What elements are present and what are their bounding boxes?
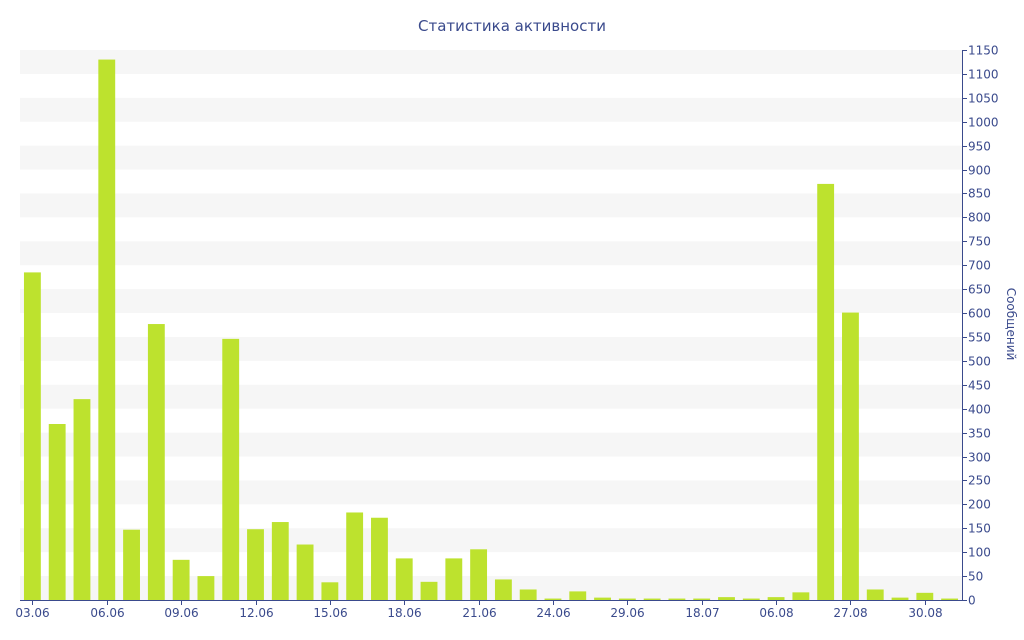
bar[interactable] <box>420 581 438 600</box>
bar[interactable] <box>147 324 165 600</box>
bar[interactable] <box>693 598 711 600</box>
bar[interactable] <box>445 558 463 600</box>
y-tick-label: 950 <box>968 140 991 154</box>
y-tick-label: 250 <box>968 474 991 488</box>
y-tick-label: 800 <box>968 211 991 225</box>
bar[interactable] <box>842 312 859 600</box>
bar[interactable] <box>271 522 289 600</box>
x-tick-label: 27.08 <box>833 606 867 620</box>
y-tick-label: 350 <box>968 427 991 441</box>
bar[interactable] <box>371 517 388 600</box>
bar[interactable] <box>891 597 909 600</box>
bar[interactable] <box>643 598 661 600</box>
bar[interactable] <box>817 183 835 601</box>
y-tick-label: 1050 <box>968 92 999 106</box>
bar[interactable] <box>569 591 587 600</box>
bar[interactable] <box>222 338 240 600</box>
x-tick-label: 15.06 <box>313 606 347 620</box>
bar[interactable] <box>544 598 562 600</box>
x-tick-label: 09.06 <box>164 606 198 620</box>
grid-band <box>20 336 962 361</box>
y-tick-label: 1000 <box>968 116 999 130</box>
bar[interactable] <box>594 597 611 600</box>
x-tick-label: 29.06 <box>610 606 644 620</box>
bar[interactable] <box>296 544 314 600</box>
grid-band <box>20 97 962 122</box>
y-axis-title: Сообщений <box>1004 288 1018 361</box>
bar[interactable] <box>98 59 116 601</box>
bar[interactable] <box>519 589 537 600</box>
bar[interactable] <box>172 559 190 600</box>
x-tick-label: 30.08 <box>908 606 942 620</box>
y-tick-label: 650 <box>968 283 991 297</box>
bar[interactable] <box>941 598 959 600</box>
bar[interactable] <box>767 597 785 600</box>
y-tick-label: 900 <box>968 164 991 178</box>
bar[interactable] <box>668 598 686 600</box>
x-tick-label: 03.06 <box>15 606 49 620</box>
y-tick-label: 400 <box>968 403 991 417</box>
y-tick-label: 550 <box>968 331 991 345</box>
bar[interactable] <box>247 529 264 600</box>
grid-band <box>20 145 962 170</box>
x-tick-label: 24.06 <box>536 606 570 620</box>
grid-band <box>20 193 962 218</box>
y-tick-label: 50 <box>968 570 983 584</box>
bar[interactable] <box>718 597 735 600</box>
x-ticks-group: 03.06 06.06 09.06 12.06 15.06 18.06 21.06 24.06… <box>15 600 943 620</box>
grid-band <box>20 241 962 266</box>
bar[interactable] <box>321 582 339 600</box>
y-tick-label: 1100 <box>968 68 999 82</box>
y-tick-label: 300 <box>968 451 991 465</box>
x-tick-label: 06.06 <box>90 606 124 620</box>
bars-group <box>23 59 959 601</box>
y-tick-label: 200 <box>968 498 991 512</box>
y-tick-label: 1150 <box>968 44 999 58</box>
bar[interactable] <box>792 592 810 600</box>
bar[interactable] <box>123 529 140 600</box>
bar[interactable] <box>197 576 215 600</box>
bar[interactable] <box>73 399 91 600</box>
bar[interactable] <box>23 272 41 600</box>
bar[interactable] <box>395 558 413 600</box>
y-tick-label: 750 <box>968 235 991 249</box>
grid-band <box>20 50 962 74</box>
bar[interactable] <box>494 579 512 600</box>
x-tick-label: 21.06 <box>462 606 496 620</box>
x-tick-label: 06.08 <box>759 606 793 620</box>
y-tick-label: 850 <box>968 187 991 201</box>
y-tick-label: 450 <box>968 379 991 393</box>
y-tick-label: 600 <box>968 307 991 321</box>
y-tick-label: 100 <box>968 546 991 560</box>
y-tick-label: 700 <box>968 259 991 273</box>
y-tick-label: 150 <box>968 522 991 536</box>
bar[interactable] <box>346 512 364 600</box>
chart-title: Статистика активности <box>418 17 606 35</box>
bar[interactable] <box>742 598 760 600</box>
y-tick-label: 0 <box>968 594 976 608</box>
grid-bands <box>20 50 962 600</box>
bar[interactable] <box>618 598 636 600</box>
x-tick-label: 12.06 <box>239 606 273 620</box>
bar[interactable] <box>866 589 884 600</box>
x-tick-label: 18.07 <box>685 606 719 620</box>
y-tick-label: 500 <box>968 355 991 369</box>
y-ticks-group: 0 50 100 150 200 250 300 350 400 450 500 550 600 650 7… <box>962 44 999 608</box>
grid-band <box>20 432 962 457</box>
grid-band <box>20 289 962 314</box>
grid-band <box>20 480 962 505</box>
grid-band <box>20 384 962 409</box>
bar[interactable] <box>48 424 66 600</box>
bar[interactable] <box>916 592 934 600</box>
bar[interactable] <box>470 549 488 600</box>
x-tick-label: 18.06 <box>387 606 421 620</box>
